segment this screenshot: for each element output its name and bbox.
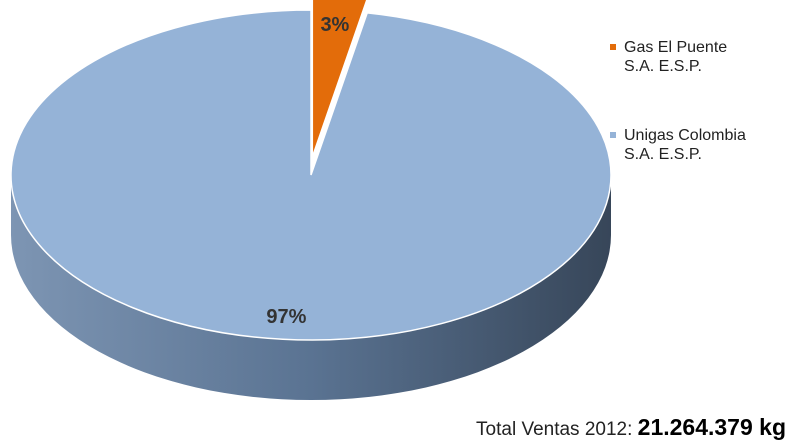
legend-label: Gas El Puente S.A. E.S.P. [624, 39, 728, 75]
total-value: 21.264.379 kg [637, 414, 786, 440]
data-label: 3% [320, 14, 349, 36]
pie-side [11, 175, 611, 400]
total-label: Total Ventas 2012: [476, 419, 633, 440]
legend-swatch [610, 132, 616, 138]
pie-slice [311, 0, 368, 158]
total-annotation: Total Ventas 2012: 21.264.379 kg [476, 414, 786, 441]
legend-label: Unigas Colombia S.A. E.S.P. [624, 127, 746, 163]
legend-swatch [610, 44, 616, 50]
legend-item: Unigas Colombia S.A. E.S.P. [610, 126, 756, 164]
legend-item: Gas El Puente S.A. E.S.P. [610, 38, 756, 76]
pie-slice [10, 9, 612, 341]
data-label: 97% [266, 306, 306, 328]
